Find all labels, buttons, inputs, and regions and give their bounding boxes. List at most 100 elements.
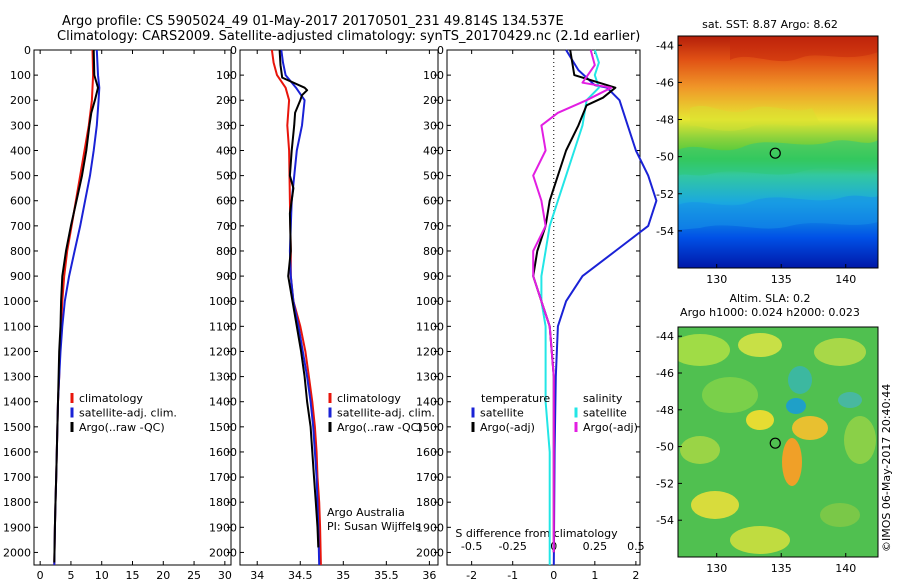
legend-label: satellite-adj. clim. — [337, 407, 435, 420]
y-tick-label: 300 — [216, 119, 237, 132]
series-line — [552, 49, 658, 566]
legend-label: satellite — [583, 407, 627, 420]
y-tick-label: 500 — [10, 170, 31, 183]
sst-map — [678, 36, 878, 268]
y-tick-label: 700 — [216, 220, 237, 233]
y-tick-label: 100 — [423, 69, 444, 82]
y-tick-label: 1400 — [416, 396, 444, 409]
top-tick-label: 0.25 — [583, 540, 608, 553]
y-tick-label: -48 — [656, 114, 674, 127]
y-tick-label: 1100 — [3, 320, 31, 333]
y-tick-label: 2000 — [416, 546, 444, 559]
y-tick-label: 1000 — [416, 295, 444, 308]
panel-annotation: PI: Susan Wijffels — [327, 520, 421, 533]
legend-group-title: salinity — [583, 392, 623, 405]
y-tick-label: 500 — [423, 170, 444, 183]
map-title: Altim. SLA: 0.2 — [729, 292, 810, 305]
top-tick-label: -0.5 — [461, 540, 482, 553]
y-tick-label: 1900 — [3, 521, 31, 534]
x-tick-label: 34.5 — [288, 569, 313, 580]
sla-map — [678, 327, 878, 557]
legend-label: Argo(-adj) — [480, 421, 535, 434]
map-axes-1: 130 135 140 -44 -46 -48 -50 -52 -54 sat. SST: 8.8… — [656, 18, 879, 286]
y-tick-label: 1100 — [209, 320, 237, 333]
y-tick-label: 1100 — [416, 320, 444, 333]
y-tick-label: 1600 — [3, 446, 31, 459]
y-tick-label: 600 — [216, 195, 237, 208]
series-line — [270, 49, 322, 566]
y-tick-label: 400 — [216, 144, 237, 157]
top-tick-label: 0.5 — [627, 540, 645, 553]
x-tick-label: 34 — [250, 569, 264, 580]
y-tick-label: 0 — [230, 44, 237, 57]
y-tick-label: 800 — [216, 245, 237, 258]
y-tick-label: 1900 — [416, 521, 444, 534]
y-tick-label: 300 — [423, 119, 444, 132]
map-title: sat. SST: 8.87 Argo: 8.62 — [702, 18, 838, 31]
plot-frame — [446, 49, 641, 566]
y-tick-label: 300 — [10, 119, 31, 132]
y-tick-label: -54 — [656, 514, 674, 527]
legend-label: satellite-adj. clim. — [79, 407, 177, 420]
y-tick-label: -52 — [656, 188, 674, 201]
map-axes-2: 130 135 140 -44 -46 -48 -50 -52 -54 Altim. SLA: 0… — [656, 292, 879, 575]
argo-position-marker — [769, 147, 781, 159]
map-frame — [677, 35, 879, 269]
x-tick-label: 10 — [95, 569, 109, 580]
top-tick-label: -0.25 — [498, 540, 526, 553]
copyright-note: ©IMOS 06-May-2017 20:40:44 — [880, 384, 893, 552]
y-tick-label: 1600 — [209, 446, 237, 459]
y-tick-label: 1800 — [416, 496, 444, 509]
profile-panel-2: 0 100 200 300 400 500 600 700 800 900 1000 1100 1200… — [209, 44, 439, 580]
y-tick-label: -54 — [656, 225, 674, 238]
y-tick-label: 200 — [10, 94, 31, 107]
y-tick-label: 900 — [10, 270, 31, 283]
legend-group-title: temperature — [481, 392, 550, 405]
y-tick-label: 2000 — [209, 546, 237, 559]
y-tick-label: 1700 — [416, 471, 444, 484]
y-tick-label: -46 — [656, 367, 674, 380]
series-line — [278, 49, 320, 548]
y-tick-label: -50 — [656, 441, 674, 454]
y-tick-label: 1300 — [416, 371, 444, 384]
profile-panel-1: 0100200300400500600700800900100011001200… — [3, 44, 232, 580]
plot-frame — [239, 49, 439, 566]
y-tick-label: 1800 — [209, 496, 237, 509]
x-tick-label: 135 — [771, 273, 792, 286]
y-tick-label: 1700 — [209, 471, 237, 484]
x-tick-label: -1 — [507, 569, 518, 580]
y-tick-label: 100 — [216, 69, 237, 82]
x-tick-label: 20 — [156, 569, 170, 580]
x-tick-label: 0 — [550, 569, 557, 580]
series-line — [532, 49, 613, 553]
y-tick-label: 2000 — [3, 546, 31, 559]
y-tick-label: 1300 — [209, 371, 237, 384]
y-tick-label: -46 — [656, 76, 674, 89]
y-tick-label: 1200 — [209, 345, 237, 358]
x-axis-label-top: S difference from climatology — [455, 527, 618, 540]
y-tick-label: 100 — [10, 69, 31, 82]
y-tick-label: 600 — [423, 195, 444, 208]
x-tick-label: 130 — [706, 562, 727, 575]
y-tick-label: 0 — [24, 44, 31, 57]
legend-label: Argo(..raw -QC) — [337, 421, 423, 434]
legend-label: satellite — [480, 407, 524, 420]
series-line — [532, 49, 617, 553]
y-tick-label: 1200 — [3, 345, 31, 358]
x-tick-label: 25 — [187, 569, 201, 580]
legend-label: climatology — [79, 392, 143, 405]
legend-label: climatology — [337, 392, 401, 405]
y-tick-label: 200 — [216, 94, 237, 107]
y-tick-label: 0 — [437, 44, 444, 57]
y-tick-label: 1200 — [416, 345, 444, 358]
legend-label: Argo(..raw -QC) — [79, 421, 165, 434]
y-tick-label: 1300 — [3, 371, 31, 384]
x-tick-label: 1 — [591, 569, 598, 580]
x-tick-label: 5 — [67, 569, 74, 580]
x-tick-label: 2 — [632, 569, 639, 580]
panel-annotation: Argo Australia — [327, 506, 405, 519]
profile-panel-3: 0100200300400500600700800900100011001200… — [416, 44, 658, 580]
x-tick-label: 140 — [835, 273, 856, 286]
y-tick-label: 1700 — [3, 471, 31, 484]
